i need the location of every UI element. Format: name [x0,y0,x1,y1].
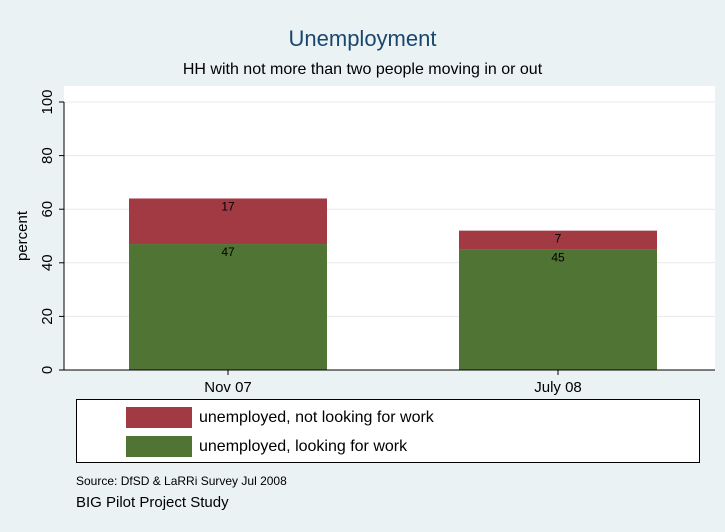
x-tick-label: Nov 07 [204,379,252,396]
data-label: 7 [555,232,562,246]
y-tick-label: 0 [39,366,56,374]
legend-label-not-looking: unemployed, not looking for work [199,408,434,426]
data-label: 45 [551,250,565,264]
y-tick-label: 20 [39,308,56,325]
legend-label-looking: unemployed, looking for work [199,437,408,455]
axes: 0 20 40 60 80 100 percent Nov 07 July 08 [14,89,715,396]
legend: unemployed, not looking for work unemplo… [76,399,700,463]
data-label: 17 [221,199,235,213]
legend-item-looking: unemployed, looking for work [126,436,407,457]
bar-not-looking-0 [129,198,327,245]
bar-looking-1 [459,249,657,370]
legend-swatch-looking [126,436,192,457]
bars [129,198,657,370]
chart-subtitle: HH with not more than two people moving … [182,61,543,78]
legend-swatch-not-looking [126,407,192,428]
y-tick-label: 80 [39,147,56,164]
project-note: BIG Pilot Project Study [76,494,229,511]
bar-not-looking-1 [459,230,657,250]
y-tick-label: 40 [39,254,56,271]
data-labels: 47 17 45 7 [221,199,565,264]
data-label: 47 [221,245,235,259]
y-tick-label: 60 [39,201,56,218]
x-tick-label: July 08 [534,379,582,396]
y-tick-label: 100 [39,89,56,114]
chart-title: Unemployment [288,26,437,51]
y-axis-title: percent [14,210,31,261]
legend-item-not-looking: unemployed, not looking for work [126,407,434,428]
bar-looking-0 [129,244,327,370]
source-note: Source: DfSD & LaRRi Survey Jul 2008 [76,474,287,488]
